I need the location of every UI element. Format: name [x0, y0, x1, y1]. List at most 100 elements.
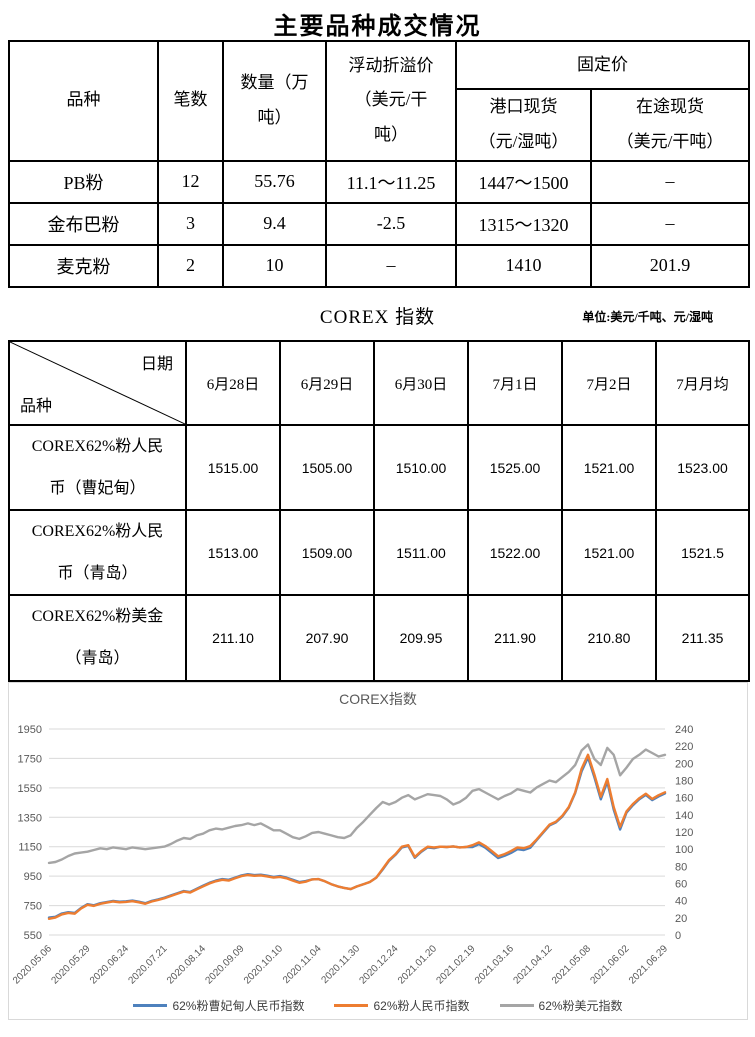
corex-index-table: 日期 品种 6月28日 6月29日 6月30日 7月1日 7月2日 7月月均 C…: [8, 340, 750, 682]
table-row: 金布巴粉 3 9.4 -2.5 1315～1320 –: [8, 201, 750, 246]
page-title: 主要品种成交情况: [273, 14, 482, 40]
svg-text:2021.01.20: 2021.01.20: [396, 943, 439, 986]
transactions-table: 品种 笔数 数量（万 吨） 浮动折溢价 （美元/干 吨） 固定价 港口现货 （元…: [8, 40, 750, 288]
legend-item: 62%粉曹妃甸人民币指数: [133, 997, 304, 1014]
index-value: 1515.00: [185, 423, 281, 512]
index-value: 1505.00: [279, 423, 375, 512]
corex-line-chart: COREX指数 1950 1750 1550 1350 1150 950 750 550 240…: [8, 682, 748, 1020]
index-value: 210.80: [561, 594, 657, 682]
svg-text:100: 100: [675, 844, 693, 856]
svg-text:80: 80: [675, 861, 687, 873]
table-row: PB粉 12 55.76 11.1～11.25 1447～1500 –: [8, 159, 750, 204]
legend-label: 62%粉美元指数: [538, 999, 623, 1013]
legend-label: 62%粉人民币指数: [373, 999, 470, 1013]
legend-item: 62%粉人民币指数: [334, 997, 470, 1014]
svg-text:20: 20: [675, 913, 687, 925]
svg-text:2020.11.30: 2020.11.30: [319, 943, 362, 986]
index-row-label: COREX62%粉人民 币（青岛）: [8, 509, 187, 597]
cell-premium: 11.1～11.25: [325, 159, 457, 204]
svg-text:160: 160: [675, 793, 693, 805]
header-fixed-price: 固定价: [455, 40, 750, 90]
svg-text:120: 120: [675, 827, 693, 839]
diagonal-line: [10, 342, 185, 424]
header-quantity: 数量（万 吨）: [222, 40, 327, 162]
index-value: 1521.5: [655, 509, 750, 597]
index-value: 1522.00: [467, 509, 563, 597]
svg-text:2020.12.24: 2020.12.24: [357, 943, 400, 986]
date-column-header: 7月月均: [655, 340, 750, 426]
svg-text:2020.08.14: 2020.08.14: [165, 943, 208, 986]
header-count: 笔数: [157, 40, 224, 162]
header-premium: 浮动折溢价 （美元/干 吨）: [325, 40, 457, 162]
svg-text:240: 240: [675, 724, 693, 736]
svg-text:2021.06.02: 2021.06.02: [588, 943, 631, 986]
index-value: 1510.00: [373, 423, 469, 512]
chart-legend: 62%粉曹妃甸人民币指数 62%粉人民币指数 62%粉美元指数: [9, 997, 747, 1014]
date-column-header: 7月2日: [561, 340, 657, 426]
cell-port-spot: 1315～1320: [455, 201, 592, 246]
cell-count: 3: [157, 201, 224, 246]
svg-text:2020.09.09: 2020.09.09: [203, 943, 246, 986]
svg-text:1550: 1550: [18, 783, 42, 795]
corner-variety-label: 品种: [20, 398, 53, 415]
index-value: 1523.00: [655, 423, 750, 512]
svg-text:2020.05.06: 2020.05.06: [11, 943, 54, 986]
index-row-label: COREX62%粉人民 币（曹妃甸）: [8, 423, 187, 512]
svg-text:140: 140: [675, 810, 693, 822]
date-column-header: 7月1日: [467, 340, 563, 426]
svg-text:60: 60: [675, 879, 687, 891]
cell-transit-spot: –: [590, 201, 750, 246]
svg-text:2021.05.08: 2021.05.08: [550, 943, 593, 986]
svg-text:2020.11.04: 2020.11.04: [281, 943, 324, 986]
svg-text:2021.02.19: 2021.02.19: [434, 943, 477, 986]
legend-line-swatch: [133, 1004, 168, 1007]
header-variety: 品种: [8, 40, 159, 162]
index-value: 209.95: [373, 594, 469, 682]
table-row: COREX62%粉人民 币（曹妃甸） 1515.00 1505.00 1510.…: [8, 423, 750, 512]
svg-text:2021.06.29: 2021.06.29: [627, 943, 670, 986]
svg-text:2020.06.24: 2020.06.24: [88, 943, 131, 986]
cell-port-spot: 1447～1500: [455, 159, 592, 204]
index-value: 211.35: [655, 594, 750, 682]
header-port-spot: 港口现货 （元/湿吨）: [455, 88, 592, 162]
table-row: 麦克粉 2 10 – 1410 201.9: [8, 243, 750, 288]
svg-text:2020.05.29: 2020.05.29: [49, 943, 92, 986]
svg-text:40: 40: [675, 896, 687, 908]
index-value: 211.90: [467, 594, 563, 682]
svg-text:180: 180: [675, 776, 693, 788]
svg-text:750: 750: [24, 901, 42, 913]
svg-text:950: 950: [24, 871, 42, 883]
cell-variety: PB粉: [8, 159, 159, 204]
date-column-header: 6月28日: [185, 340, 281, 426]
date-column-header: 6月29日: [279, 340, 375, 426]
cell-count: 12: [157, 159, 224, 204]
cell-quantity: 55.76: [222, 159, 327, 204]
cell-quantity: 9.4: [222, 201, 327, 246]
index-value: 1509.00: [279, 509, 375, 597]
legend-line-swatch: [334, 1004, 369, 1007]
index-value: 1525.00: [467, 423, 563, 512]
svg-text:1350: 1350: [18, 812, 42, 824]
header-transit-spot: 在途现货 （美元/干吨）: [590, 88, 750, 162]
cell-count: 2: [157, 243, 224, 288]
cell-port-spot: 1410: [455, 243, 592, 288]
cell-variety: 金布巴粉: [8, 201, 159, 246]
table-row: COREX62%粉人民 币（青岛） 1513.00 1509.00 1511.0…: [8, 509, 750, 597]
svg-text:0: 0: [675, 930, 681, 942]
index-value: 1511.00: [373, 509, 469, 597]
corex-section-title: COREX 指数: [319, 307, 436, 328]
svg-text:1950: 1950: [18, 724, 42, 736]
corner-cell: 日期 品种: [8, 340, 187, 426]
cell-transit-spot: 201.9: [590, 243, 750, 288]
legend-label: 62%粉曹妃甸人民币指数: [172, 999, 305, 1013]
index-value: 1513.00: [185, 509, 281, 597]
cell-variety: 麦克粉: [8, 243, 159, 288]
index-value: 211.10: [185, 594, 281, 682]
date-column-header: 6月30日: [373, 340, 469, 426]
index-row-label: COREX62%粉美金 （青岛）: [8, 594, 187, 682]
chart-svg: 1950175015501350115095075055024022020018…: [11, 724, 693, 987]
chart-title: COREX指数: [339, 691, 417, 707]
svg-text:2021.04.12: 2021.04.12: [511, 943, 554, 986]
legend-item: 62%粉美元指数: [499, 997, 623, 1014]
svg-text:2020.10.10: 2020.10.10: [242, 943, 285, 986]
